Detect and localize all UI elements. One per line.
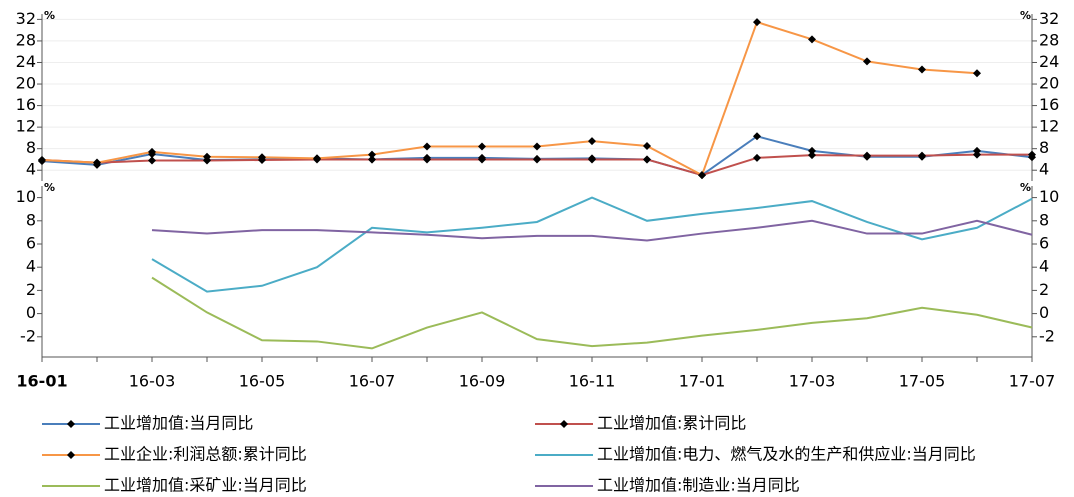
- data-point: [588, 137, 596, 146]
- y-unit: %: [44, 9, 55, 22]
- series-line: [41, 20, 978, 177]
- x-tick-label: 16-05: [239, 372, 286, 391]
- y-tick-label: 28: [16, 30, 36, 49]
- data-point: [753, 132, 761, 141]
- data-point: [93, 158, 101, 167]
- data-point: [808, 35, 816, 44]
- y-tick-label: 10: [16, 187, 36, 206]
- y-tick-label: 2: [26, 280, 36, 299]
- data-point: [918, 151, 926, 160]
- data-point: [533, 155, 541, 164]
- data-point: [643, 155, 651, 164]
- data-point: [148, 156, 156, 165]
- series-line: [151, 276, 1033, 350]
- y-tick-label: 0: [26, 303, 36, 322]
- y-tick-label: 32: [16, 9, 36, 28]
- y2-tick-label: 16: [1039, 95, 1059, 114]
- legend-label: 工业增加值:累计同比: [597, 414, 746, 433]
- data-point: [918, 65, 926, 74]
- x-tick-label: 17-03: [789, 372, 836, 391]
- y2-tick-label: 4: [1039, 257, 1049, 276]
- data-point: [478, 155, 486, 164]
- y-tick-label: 4: [26, 257, 36, 276]
- y2-tick-label: 12: [1039, 117, 1059, 136]
- data-point: [423, 142, 431, 151]
- y2-tick-label: 4: [1039, 160, 1049, 179]
- data-point: [368, 150, 376, 159]
- data-point: [203, 152, 211, 161]
- data-point: [313, 154, 321, 163]
- data-point: [863, 151, 871, 160]
- x-tick-label: 16-09: [459, 372, 506, 391]
- data-point: [423, 155, 431, 164]
- y2-tick-label: 10: [1039, 187, 1059, 206]
- data-point: [808, 146, 816, 155]
- legend-label: 工业增加值:采矿业:当月同比: [104, 476, 307, 495]
- y2-unit: %: [1020, 181, 1031, 194]
- y-tick-label: 8: [26, 138, 36, 157]
- data-point: [368, 155, 376, 164]
- data-point: [478, 142, 486, 151]
- data-point: [258, 153, 266, 162]
- legend-marker: [67, 451, 75, 459]
- y-tick-label: 12: [16, 117, 36, 136]
- data-point: [863, 57, 871, 66]
- x-tick-label: 16-01: [16, 372, 67, 391]
- x-tick-label: 16-03: [129, 372, 176, 391]
- legend-label: 工业企业:利润总额:累计同比: [104, 445, 307, 464]
- data-point: [1028, 150, 1036, 159]
- y2-tick-label: 20: [1039, 74, 1059, 93]
- x-tick-label: 16-07: [349, 372, 396, 391]
- y-tick-label: 20: [16, 74, 36, 93]
- y2-tick-label: 32: [1039, 9, 1059, 28]
- data-point: [588, 155, 596, 164]
- y-unit: %: [44, 181, 55, 194]
- y-tick-label: 24: [16, 52, 36, 71]
- series-line: [151, 196, 1033, 293]
- y2-tick-label: 0: [1039, 303, 1049, 322]
- y2-tick-label: 24: [1039, 52, 1059, 71]
- y2-tick-label: 2: [1039, 280, 1049, 299]
- data-point: [698, 171, 706, 180]
- x-tick-label: 17-05: [899, 372, 946, 391]
- legend-label: 工业增加值:电力、燃气及水的生产和供应业:当月同比: [597, 445, 976, 464]
- y2-tick-label: 8: [1039, 138, 1049, 157]
- data-point: [973, 150, 981, 159]
- y-tick-label: 4: [26, 160, 36, 179]
- y-tick-label: 6: [26, 234, 36, 253]
- x-tick-label: 17-01: [679, 372, 726, 391]
- legend-label: 工业增加值:制造业:当月同比: [597, 476, 800, 495]
- y2-tick-label: 28: [1039, 30, 1059, 49]
- y2-tick-label: -2: [1039, 326, 1055, 345]
- data-point: [753, 18, 761, 27]
- y-tick-label: 8: [26, 210, 36, 229]
- y-tick-label: -2: [20, 326, 36, 345]
- data-point: [973, 69, 981, 78]
- data-point: [753, 153, 761, 162]
- y2-unit: %: [1020, 9, 1031, 22]
- legend-label: 工业增加值:当月同比: [104, 414, 253, 433]
- data-point: [808, 151, 816, 160]
- x-tick-label: 16-11: [569, 372, 616, 391]
- y-tick-label: 16: [16, 95, 36, 114]
- y2-tick-label: 6: [1039, 234, 1049, 253]
- data-point: [643, 141, 651, 150]
- y2-tick-label: 8: [1039, 210, 1049, 229]
- data-point: [38, 155, 46, 164]
- legend-marker: [67, 420, 75, 428]
- legend-marker: [560, 420, 568, 428]
- data-point: [533, 142, 541, 151]
- data-point: [148, 147, 156, 156]
- series-line: [151, 219, 1033, 242]
- x-tick-label: 17-07: [1009, 372, 1056, 391]
